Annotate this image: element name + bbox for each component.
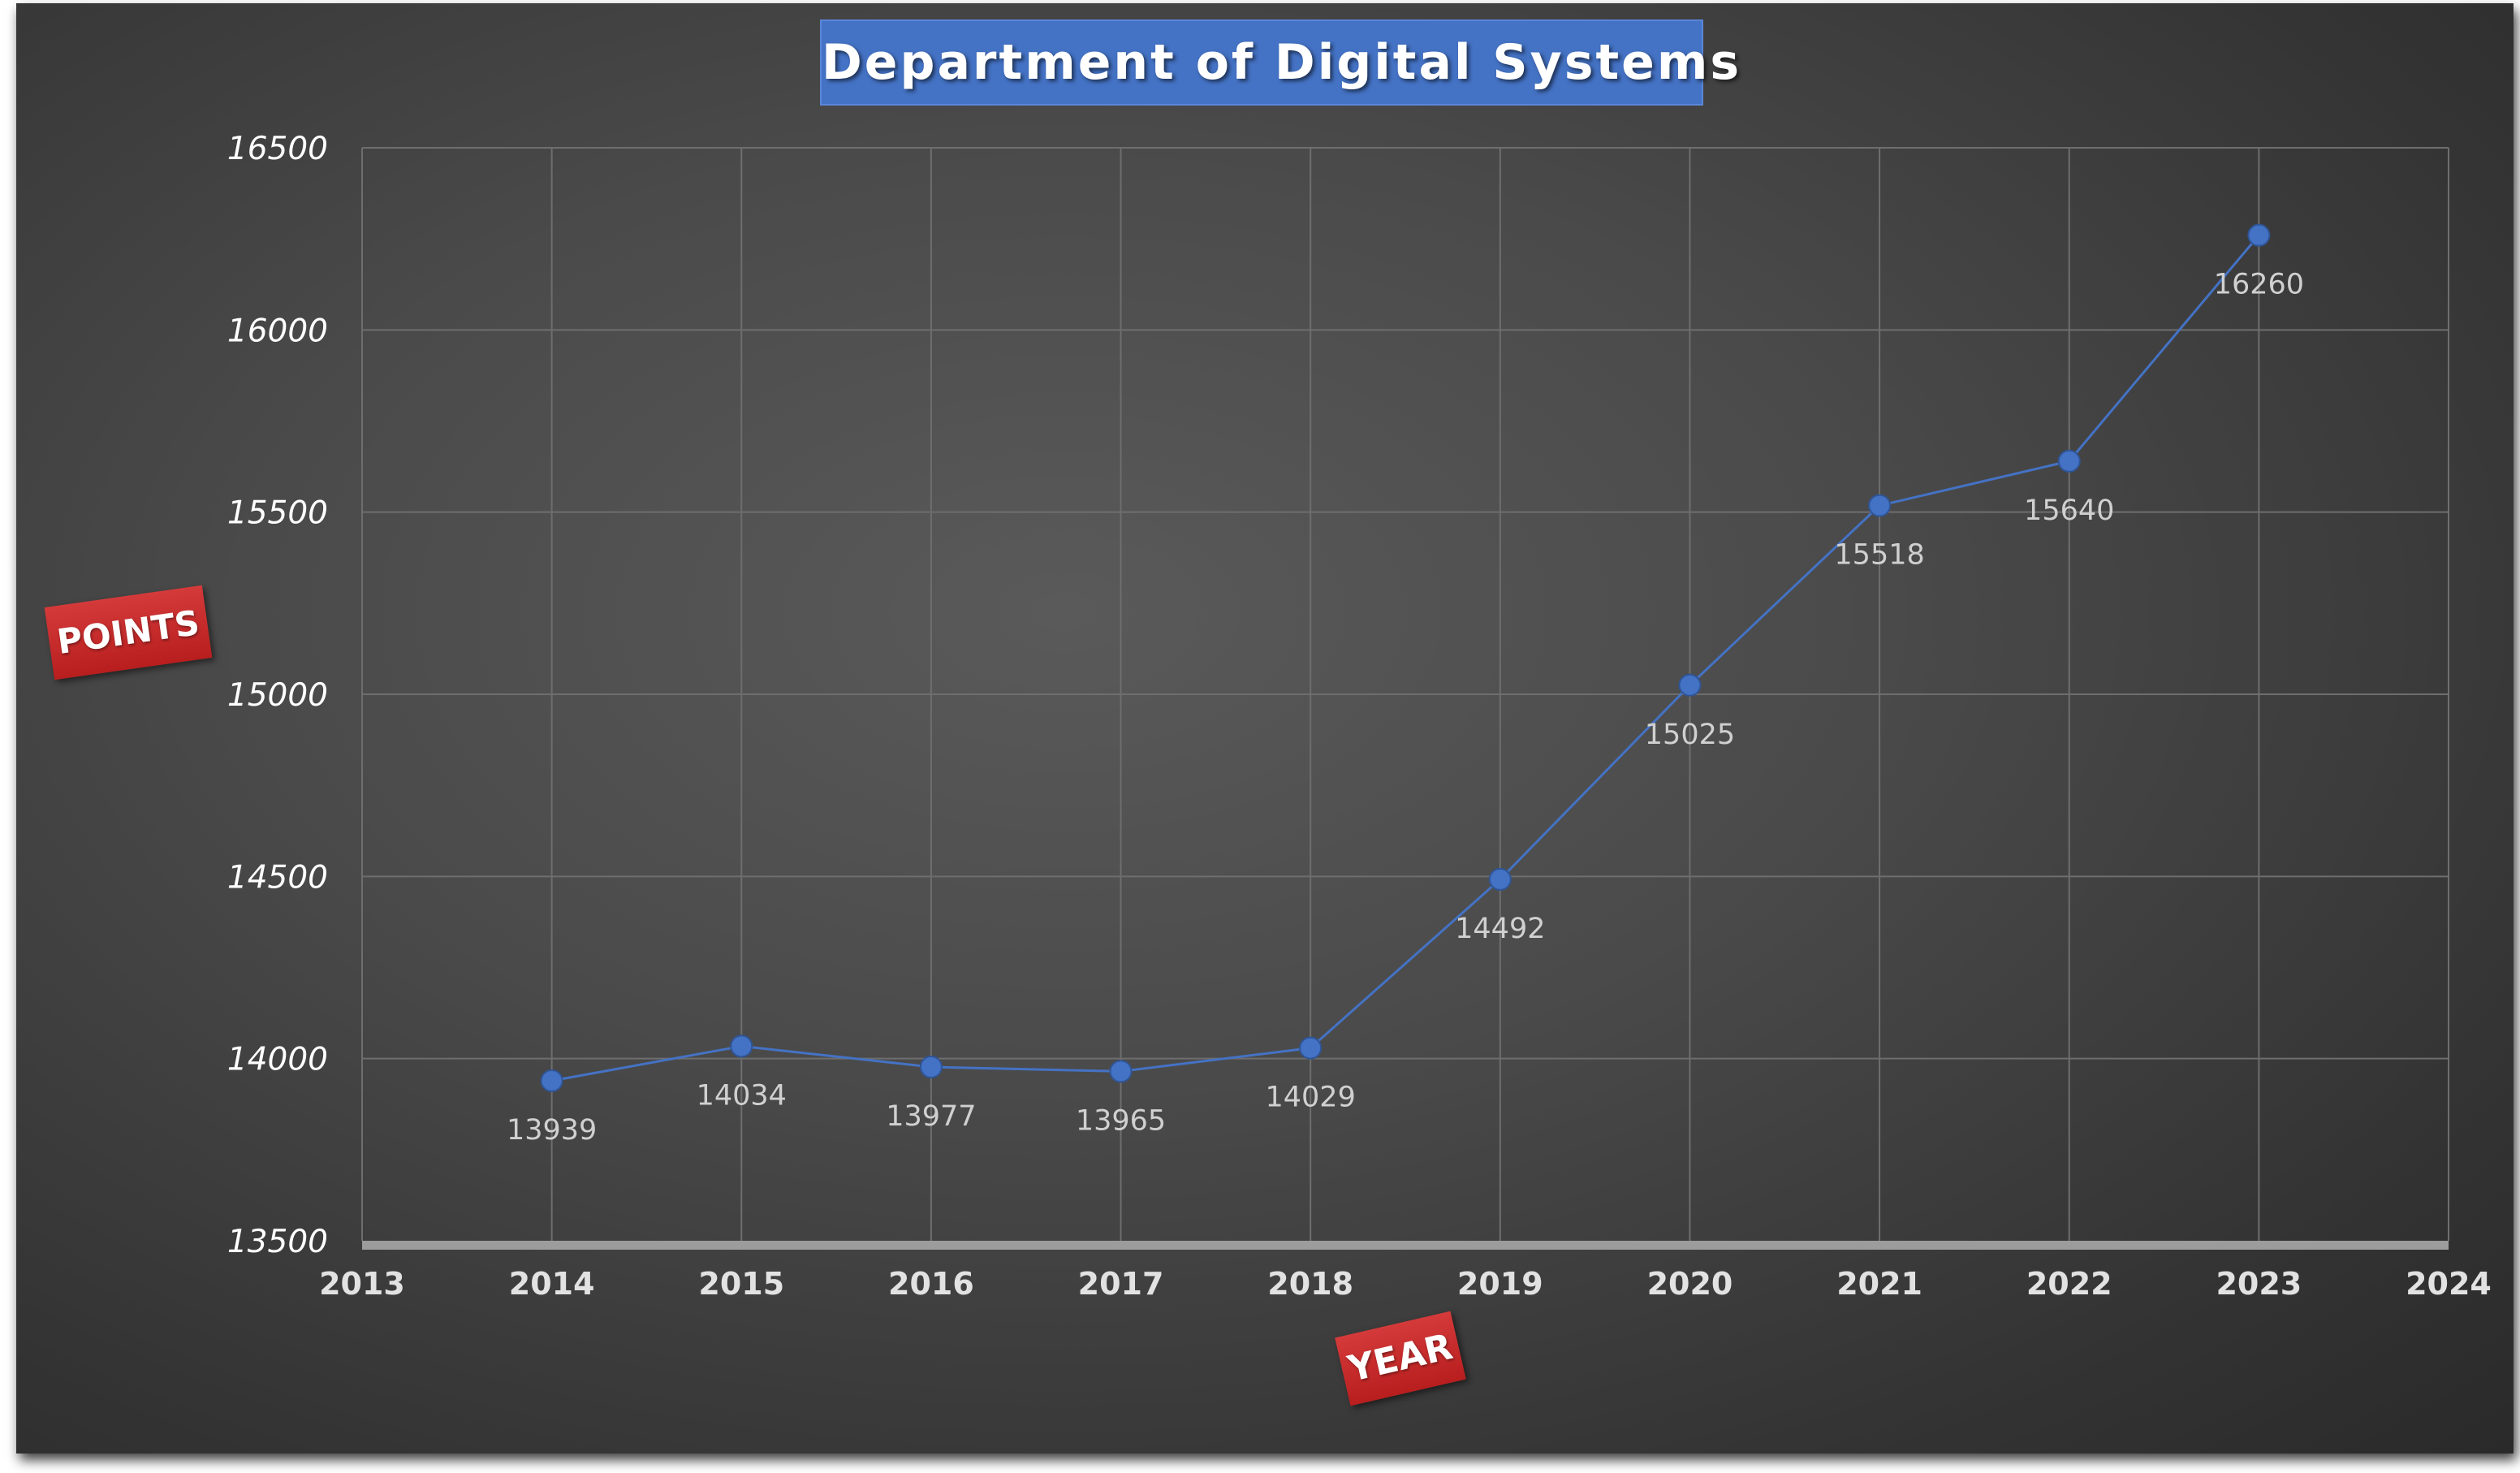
- y-tick-label: 15000: [227, 677, 328, 714]
- x-tick-label: 2018: [1267, 1266, 1353, 1302]
- series-line: [540, 223, 2271, 1093]
- data-labels: 13939 14034 13977 13965 14029 14492 15025 15518…: [507, 269, 2304, 1147]
- x-tick-label: 2017: [1078, 1266, 1164, 1302]
- x-tick-label: 2021: [1836, 1266, 1922, 1302]
- data-label: 14029: [1266, 1082, 1356, 1114]
- data-label: 15518: [1834, 539, 1924, 572]
- x-tick-label: 2014: [509, 1266, 595, 1302]
- data-label: 16260: [2214, 269, 2304, 301]
- data-label: 13939: [507, 1114, 597, 1147]
- x-tick-label: 2024: [2406, 1266, 2492, 1302]
- series-line-path: [551, 234, 2260, 1082]
- data-point: [730, 1035, 753, 1058]
- x-tick-label: 2022: [2026, 1266, 2112, 1302]
- x-axis-ticks: 2013 2014 2015 2016 2017 2018 2019 2020 2021 2022…: [319, 1266, 2492, 1302]
- y-axis-ticks: 13500 14000 14500 15000 15500 16000 16500: [227, 131, 328, 1260]
- data-point: [919, 1055, 943, 1078]
- data-point: [1868, 494, 1892, 517]
- y-tick-label: 14000: [227, 1042, 328, 1078]
- chart-title: Department of Digital Systems: [820, 19, 1739, 106]
- data-point: [2057, 449, 2081, 473]
- y-tick-label: 13500: [227, 1224, 328, 1260]
- data-point: [1678, 673, 1702, 697]
- x-tick-label: 2015: [698, 1266, 784, 1302]
- y-tick-label: 16000: [227, 313, 328, 349]
- data-label: 15025: [1645, 719, 1735, 751]
- data-point: [2247, 223, 2271, 247]
- data-point: [540, 1069, 563, 1093]
- data-label: 15640: [2024, 495, 2114, 527]
- data-label: 14492: [1455, 913, 1545, 945]
- x-tick-label: 2013: [319, 1266, 405, 1302]
- data-label: 14034: [697, 1079, 787, 1112]
- data-point: [1299, 1036, 1323, 1060]
- y-tick-label: 15500: [227, 495, 328, 532]
- data-point: [1488, 867, 1512, 891]
- x-axis: [362, 1241, 2449, 1250]
- x-tick-label: 2016: [888, 1266, 974, 1302]
- y-tick-label: 14500: [227, 859, 328, 896]
- data-label: 13977: [886, 1100, 976, 1133]
- x-axis-line: [362, 1241, 2449, 1250]
- chart-background: [16, 3, 2514, 1454]
- data-point: [1109, 1060, 1133, 1083]
- x-tick-label: 2023: [2216, 1266, 2302, 1302]
- x-tick-label: 2020: [1647, 1266, 1733, 1302]
- gridlines: [361, 147, 2449, 1241]
- x-tick-label: 2019: [1457, 1266, 1543, 1302]
- data-label: 13965: [1076, 1104, 1166, 1137]
- y-tick-label: 16500: [227, 131, 328, 167]
